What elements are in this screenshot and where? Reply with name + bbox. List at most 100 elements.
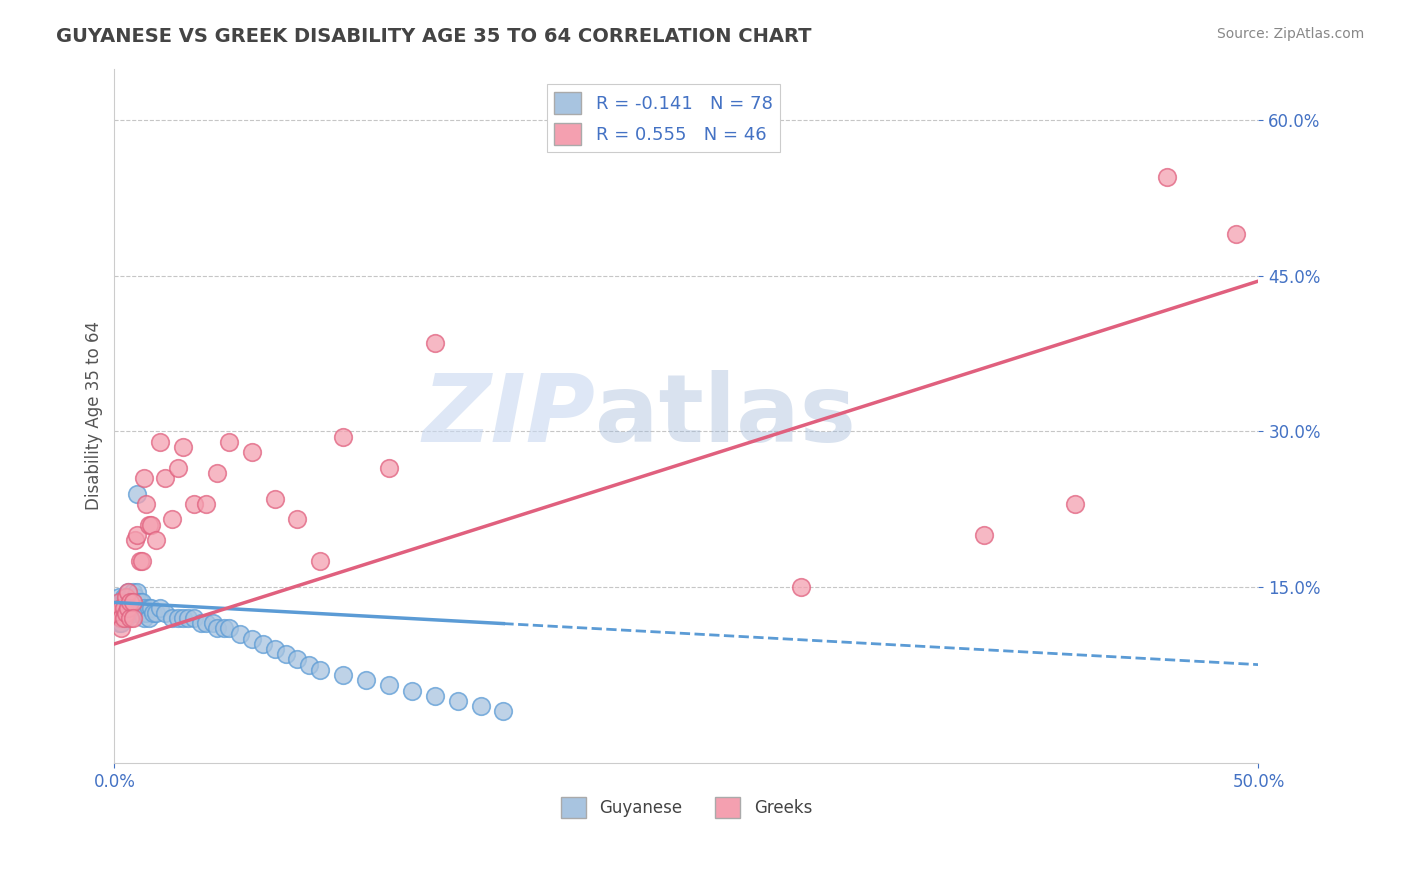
Point [110, 595, 132, 609]
Point [153, 606, 176, 620]
Point [149, 434, 172, 449]
Point [240, 632, 263, 646]
Point [115, 591, 138, 605]
Point [105, 606, 128, 620]
Point [160, 512, 183, 526]
Point [172, 611, 194, 625]
Point [142, 606, 165, 620]
Point [112, 606, 135, 620]
Point [120, 611, 142, 625]
Point [117, 600, 139, 615]
Point [145, 533, 167, 548]
Point [108, 591, 131, 605]
Point [110, 621, 132, 635]
Point [105, 606, 128, 620]
Point [124, 591, 146, 605]
Point [127, 528, 149, 542]
Point [423, 336, 446, 351]
Point [128, 554, 150, 568]
Point [240, 445, 263, 459]
Y-axis label: Disability Age 35 to 64: Disability Age 35 to 64 [86, 321, 103, 510]
Point [115, 600, 138, 615]
Point [492, 704, 515, 718]
Point [263, 491, 285, 506]
Point [110, 606, 132, 620]
Point [176, 611, 198, 625]
Point [121, 611, 143, 625]
Point [127, 595, 149, 609]
Point [1156, 170, 1178, 185]
Point [183, 611, 205, 625]
Point [131, 606, 153, 620]
Point [134, 600, 156, 615]
Point [470, 699, 492, 714]
Point [121, 595, 143, 609]
Point [112, 600, 135, 615]
Point [115, 591, 138, 605]
Point [108, 606, 131, 620]
Point [212, 621, 235, 635]
Point [120, 595, 142, 609]
Point [190, 616, 212, 631]
Point [287, 512, 309, 526]
Point [108, 600, 131, 615]
Point [229, 626, 252, 640]
Point [973, 528, 995, 542]
Point [167, 611, 190, 625]
Legend: Guyanese, Greeks: Guyanese, Greeks [554, 790, 818, 824]
Point [127, 585, 149, 599]
Point [298, 657, 321, 672]
Point [117, 595, 139, 609]
Point [110, 611, 132, 625]
Point [110, 611, 132, 625]
Point [128, 606, 150, 620]
Point [117, 600, 139, 615]
Point [134, 611, 156, 625]
Point [149, 600, 172, 615]
Point [110, 616, 132, 631]
Text: GUYANESE VS GREEK DISABILITY AGE 35 TO 64 CORRELATION CHART: GUYANESE VS GREEK DISABILITY AGE 35 TO 6… [56, 27, 811, 45]
Point [134, 471, 156, 485]
Point [790, 580, 813, 594]
Point [115, 595, 138, 609]
Point [1064, 497, 1087, 511]
Point [121, 585, 143, 599]
Point [105, 600, 128, 615]
Point [139, 517, 162, 532]
Text: atlas: atlas [595, 370, 856, 462]
Point [153, 471, 176, 485]
Point [446, 694, 468, 708]
Point [207, 621, 229, 635]
Point [172, 440, 194, 454]
Point [120, 606, 142, 620]
Point [105, 611, 128, 625]
Point [201, 616, 224, 631]
Point [124, 600, 146, 615]
Point [135, 497, 157, 511]
Point [115, 611, 138, 625]
Point [194, 616, 217, 631]
Point [332, 429, 354, 443]
Text: Source: ZipAtlas.com: Source: ZipAtlas.com [1216, 27, 1364, 41]
Point [117, 606, 139, 620]
Point [131, 554, 153, 568]
Point [110, 600, 132, 615]
Point [120, 595, 142, 609]
Point [218, 434, 240, 449]
Point [263, 642, 285, 657]
Point [218, 621, 240, 635]
Point [127, 486, 149, 500]
Point [108, 616, 131, 631]
Point [117, 585, 139, 599]
Point [139, 600, 162, 615]
Point [112, 595, 135, 609]
Point [287, 652, 309, 666]
Point [194, 497, 217, 511]
Point [401, 683, 423, 698]
Point [108, 606, 131, 620]
Point [207, 466, 229, 480]
Point [378, 460, 401, 475]
Point [110, 600, 132, 615]
Point [378, 678, 401, 692]
Point [1225, 227, 1247, 242]
